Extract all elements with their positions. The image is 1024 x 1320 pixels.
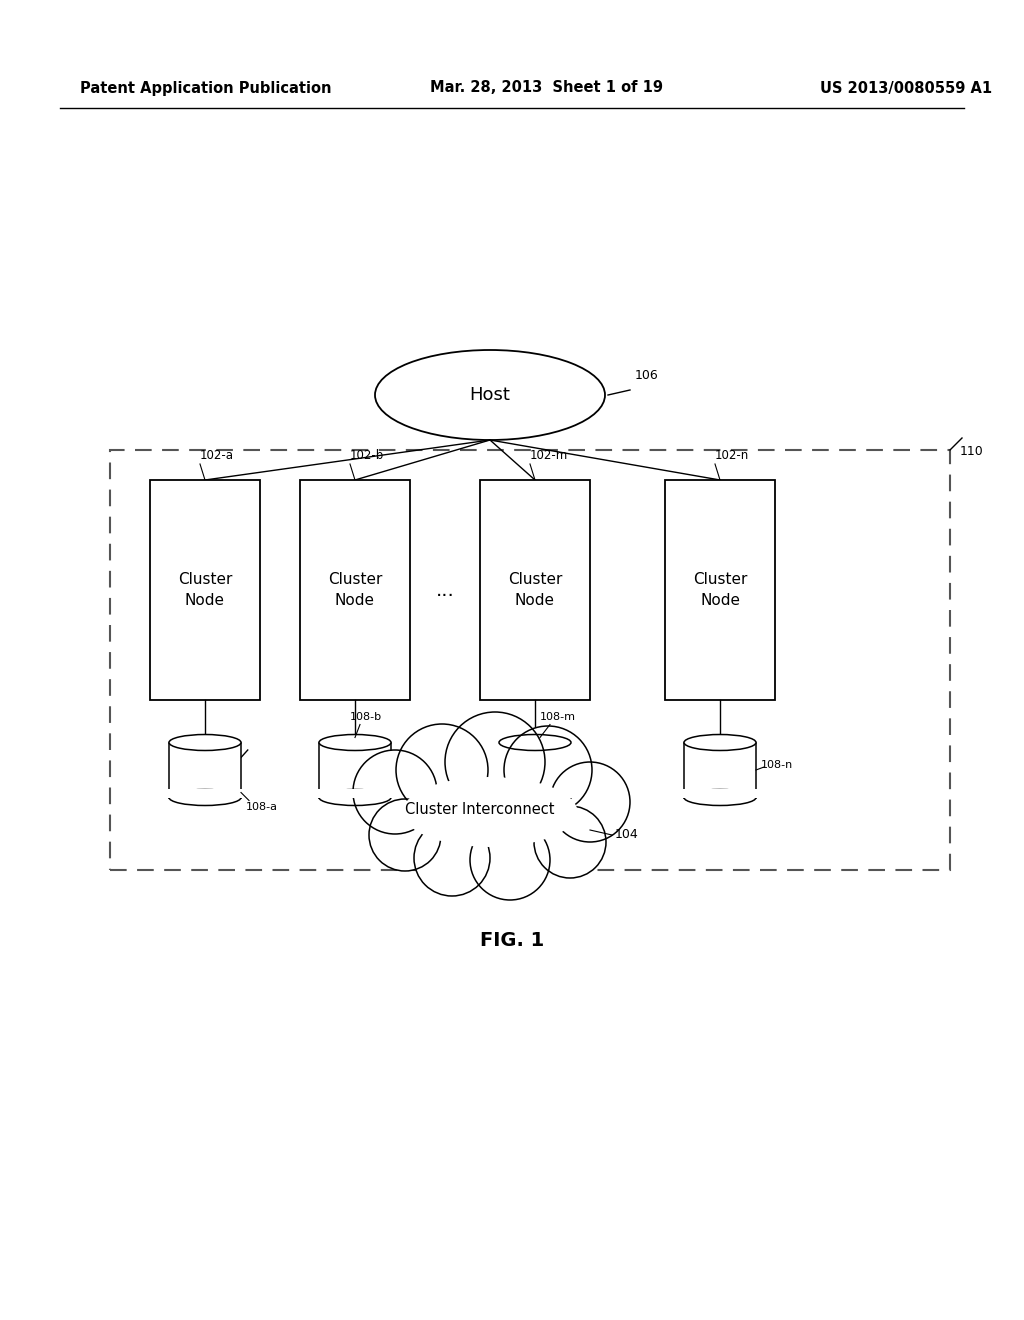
Ellipse shape	[402, 777, 578, 847]
Bar	[169, 742, 241, 797]
Circle shape	[414, 820, 490, 896]
Text: US 2013/0080559 A1: US 2013/0080559 A1	[820, 81, 992, 95]
Bar	[480, 480, 590, 700]
Text: 102-b: 102-b	[350, 449, 384, 462]
Text: 106: 106	[635, 370, 658, 381]
Circle shape	[534, 807, 606, 878]
Ellipse shape	[169, 789, 241, 805]
Bar	[499, 742, 571, 797]
Text: 102-a: 102-a	[200, 449, 234, 462]
Bar	[110, 450, 950, 870]
Bar	[682, 788, 758, 797]
Text: Patent Application Publication: Patent Application Publication	[80, 81, 332, 95]
Circle shape	[470, 820, 550, 900]
Bar	[150, 480, 260, 700]
Text: 102-m: 102-m	[530, 449, 568, 462]
Circle shape	[550, 762, 630, 842]
Text: Cluster
Node: Cluster Node	[178, 572, 232, 609]
Circle shape	[396, 723, 488, 816]
Text: 110: 110	[961, 445, 984, 458]
Circle shape	[504, 726, 592, 814]
Bar	[497, 788, 573, 797]
Text: 108-b: 108-b	[350, 713, 382, 722]
Bar	[684, 742, 756, 797]
Bar	[665, 480, 775, 700]
Text: 102-n: 102-n	[715, 449, 750, 462]
Text: 104: 104	[615, 829, 639, 842]
Ellipse shape	[169, 734, 241, 751]
Bar	[167, 788, 243, 797]
Text: 108-n: 108-n	[761, 760, 794, 770]
Text: 108-a: 108-a	[246, 803, 278, 813]
Bar	[317, 788, 393, 797]
Bar	[300, 480, 410, 700]
Text: Cluster
Node: Cluster Node	[328, 572, 382, 609]
Text: Cluster
Node: Cluster Node	[508, 572, 562, 609]
Ellipse shape	[684, 789, 756, 805]
Text: Cluster
Node: Cluster Node	[693, 572, 748, 609]
Text: Cluster Interconnect: Cluster Interconnect	[406, 803, 555, 817]
Text: FIG. 1: FIG. 1	[480, 931, 544, 949]
Text: ...: ...	[435, 581, 455, 599]
Text: Host: Host	[470, 385, 510, 404]
Text: Mar. 28, 2013  Sheet 1 of 19: Mar. 28, 2013 Sheet 1 of 19	[430, 81, 663, 95]
Circle shape	[445, 711, 545, 812]
Ellipse shape	[499, 734, 571, 751]
Bar	[319, 742, 391, 797]
Ellipse shape	[684, 734, 756, 751]
Text: 108-m: 108-m	[540, 713, 575, 722]
Ellipse shape	[319, 734, 391, 751]
Ellipse shape	[319, 789, 391, 805]
Circle shape	[369, 799, 441, 871]
Ellipse shape	[499, 789, 571, 805]
Circle shape	[353, 750, 437, 834]
Ellipse shape	[390, 775, 590, 855]
